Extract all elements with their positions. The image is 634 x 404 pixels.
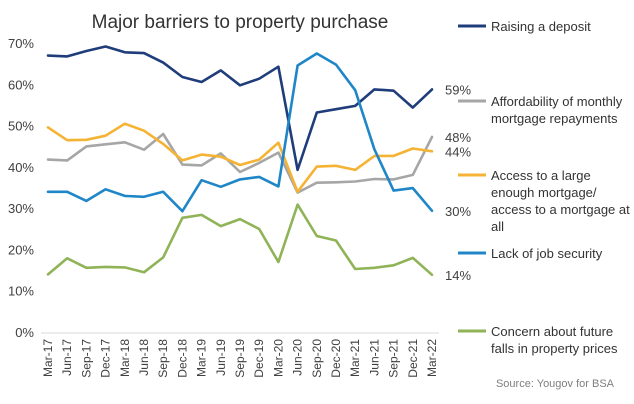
end-value-label: 14% bbox=[445, 268, 471, 283]
x-axis: Mar-17 Jun-17 Sep-17 Dec-17 Mar-18 Jun-18 Sep-… bbox=[41, 332, 439, 378]
x-tick-label: Sep-17 bbox=[79, 339, 93, 378]
chart-title: Major barriers to property purchase bbox=[92, 12, 389, 33]
x-tick-label: Jun-17 bbox=[60, 339, 74, 376]
y-tick-label: 50% bbox=[8, 119, 34, 134]
y-tick-label: 20% bbox=[8, 242, 34, 257]
series-line bbox=[46, 52, 434, 213]
x-tick-label: Sep-21 bbox=[387, 339, 401, 378]
series-line bbox=[46, 203, 434, 277]
x-tick-label: Dec-21 bbox=[406, 339, 420, 378]
end-value-label: 59% bbox=[445, 82, 471, 97]
end-labels: 59% 48%44% 30% 14% bbox=[445, 82, 471, 282]
source-note: Source: Yougov for BSA bbox=[496, 378, 615, 390]
y-tick-label: 40% bbox=[8, 160, 34, 175]
y-axis: 0% 10% 20% 30% 40% 50% 60% 70% bbox=[8, 36, 34, 340]
series-line bbox=[46, 132, 434, 194]
x-tick-label: Mar-22 bbox=[425, 339, 439, 377]
legend-label: Raising a deposit bbox=[491, 19, 591, 34]
legend-label: Lack of job security bbox=[491, 246, 603, 261]
legend-label: Concern about future falls in property pr… bbox=[491, 324, 618, 356]
x-tick-label: Dec-19 bbox=[252, 339, 266, 378]
x-tick-label: Sep-20 bbox=[310, 339, 324, 378]
x-tick-label: Jun-21 bbox=[367, 339, 381, 376]
series-lines bbox=[46, 45, 434, 277]
x-tick-label: Mar-17 bbox=[41, 339, 55, 377]
x-tick-label: Sep-18 bbox=[156, 339, 170, 378]
legend-label: Access to a large enough mortgage/access … bbox=[491, 168, 630, 234]
x-tick-label: Sep-19 bbox=[233, 339, 247, 378]
x-tick-label: Mar-20 bbox=[271, 339, 285, 377]
x-tick-label: Dec-18 bbox=[175, 339, 189, 378]
x-tick-label: Mar-19 bbox=[195, 339, 209, 377]
y-tick-label: 10% bbox=[8, 284, 34, 299]
end-value-label: 44% bbox=[445, 144, 471, 159]
x-tick-label: Jun-18 bbox=[137, 339, 151, 376]
y-tick-label: 0% bbox=[15, 325, 34, 340]
series-line bbox=[46, 122, 434, 194]
x-tick-label: Dec-17 bbox=[99, 339, 113, 378]
y-tick-label: 30% bbox=[8, 201, 34, 216]
y-tick-label: 70% bbox=[8, 36, 34, 51]
series-line bbox=[46, 45, 434, 172]
legend: Raising a deposit Affordability of monthl… bbox=[458, 19, 630, 356]
x-tick-label: Mar-18 bbox=[118, 339, 132, 377]
x-tick-label: Mar-21 bbox=[348, 339, 362, 377]
x-tick-label: Jun-20 bbox=[291, 339, 305, 376]
end-value-label: 30% bbox=[445, 204, 471, 219]
x-tick-label: Jun-19 bbox=[214, 339, 228, 376]
legend-label: Affordability of monthly mortgage repayme… bbox=[491, 94, 623, 126]
end-value-label: 48% bbox=[445, 130, 471, 145]
y-tick-label: 60% bbox=[8, 77, 34, 92]
x-tick-label: Dec-20 bbox=[329, 339, 343, 378]
